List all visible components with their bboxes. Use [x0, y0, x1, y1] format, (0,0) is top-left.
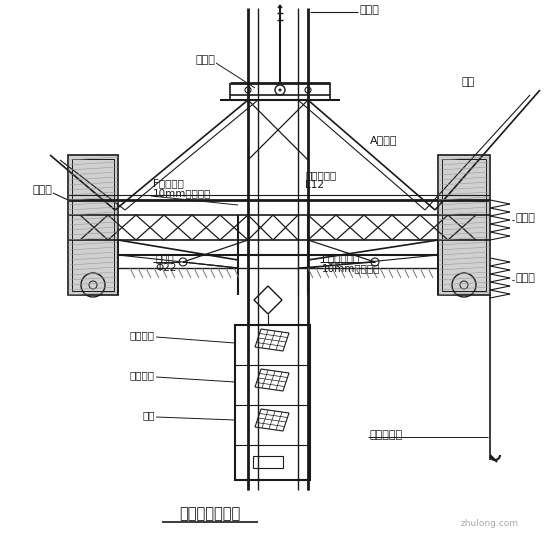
Text: A型支撑: A型支撑 [370, 135, 398, 145]
Text: 安全网: 安全网 [516, 213, 536, 223]
Text: 提升架: 提升架 [32, 185, 52, 195]
Bar [68, 155, 118, 295]
Text: 起重钢丝绳: 起重钢丝绳 [370, 430, 403, 440]
Text: 10mm钢板组合: 10mm钢板组合 [322, 263, 380, 273]
Text: 吊笼: 吊笼 [142, 410, 155, 420]
Text: Φ22: Φ22 [155, 263, 176, 273]
Circle shape [278, 88, 282, 92]
Text: 把杆: 把杆 [462, 77, 475, 87]
Text: zhulong.com: zhulong.com [461, 519, 519, 528]
Bar [438, 155, 490, 295]
Text: 10mm钢板组合: 10mm钢板组合 [153, 188, 211, 198]
Text: 安全抱刹: 安全抱刹 [130, 330, 155, 340]
Text: F型内钢圈: F型内钢圈 [153, 178, 184, 188]
Text: L12: L12 [305, 180, 324, 190]
Bar [442, 159, 486, 291]
Bar [235, 325, 310, 480]
Text: 钢拉杆: 钢拉杆 [155, 253, 174, 263]
Text: F型内下钢圈: F型内下钢圈 [322, 253, 359, 263]
Text: 安全网: 安全网 [516, 273, 536, 283]
Text: 避雷针: 避雷针 [360, 5, 380, 15]
Text: 天滑轮: 天滑轮 [195, 55, 215, 65]
Bar [253, 456, 283, 468]
Text: 平台辅射梁: 平台辅射梁 [305, 170, 336, 180]
Text: 吊笼导绳: 吊笼导绳 [130, 370, 155, 380]
Bar [72, 159, 114, 291]
Text: 滑模施工示意图: 滑模施工示意图 [179, 507, 241, 522]
